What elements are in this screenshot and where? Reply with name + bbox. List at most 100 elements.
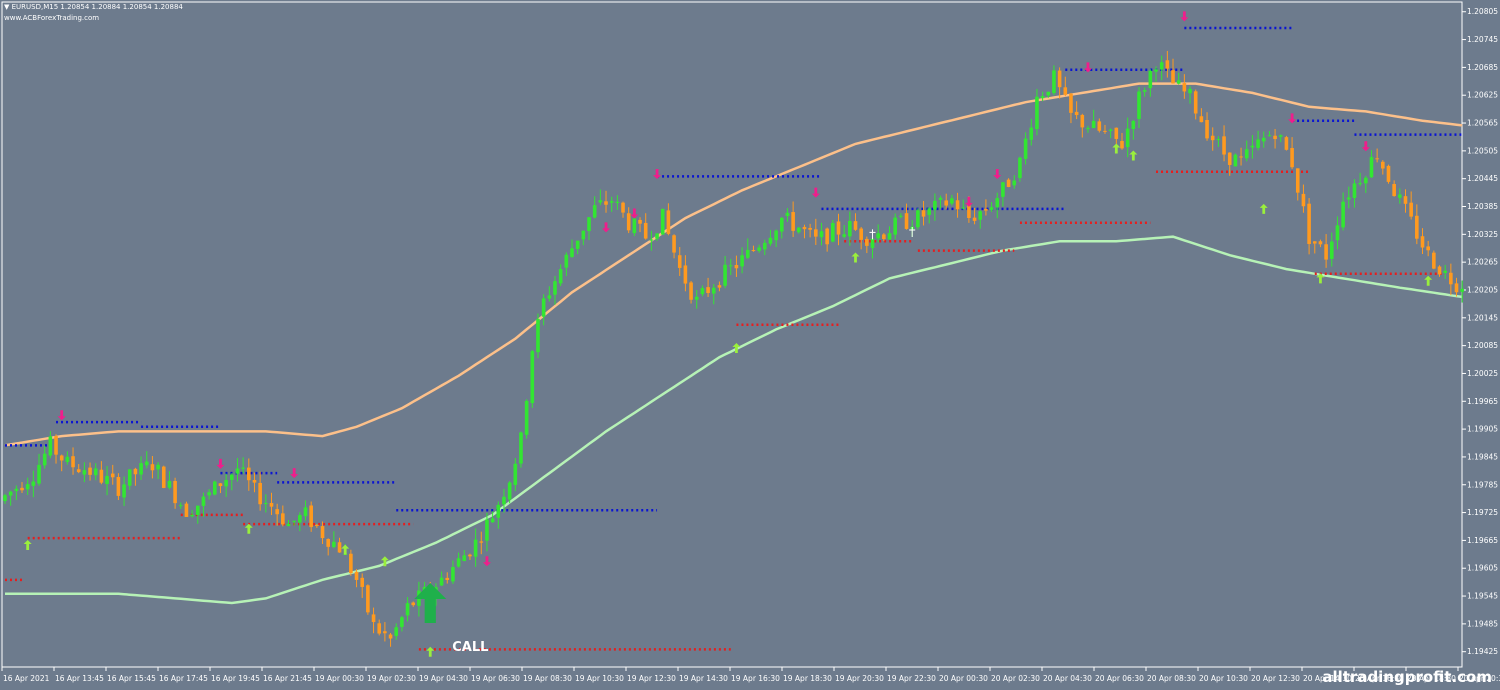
bull-candle — [587, 217, 591, 232]
bull-candle — [1250, 145, 1255, 148]
y-tick-label: 1.20745 — [1467, 35, 1498, 44]
bull-candle — [1244, 149, 1249, 159]
bull-candle — [558, 269, 563, 284]
bull-candle — [1012, 180, 1017, 186]
watermark: alltradingprofit.com — [1322, 668, 1492, 686]
bear-candle — [751, 250, 756, 252]
buy-signal-arrow-icon — [1259, 203, 1268, 214]
bull-candle — [938, 197, 943, 200]
sell-signal-arrow-icon — [630, 208, 639, 219]
bull-candle — [1278, 135, 1283, 137]
bear-candle — [734, 264, 739, 269]
bull-candle — [292, 520, 296, 522]
x-tick-label: 20 Apr 10:30 — [1199, 674, 1248, 683]
bull-candle — [933, 200, 937, 210]
bull-candle — [950, 198, 954, 204]
chart-header-site: www.ACBForexTrading.com — [4, 14, 100, 22]
sell-signal-arrow-icon — [482, 556, 491, 567]
bull-candle — [230, 474, 234, 480]
bear-candle — [1114, 127, 1119, 139]
bear-candle — [1227, 152, 1232, 165]
bull-candle — [893, 217, 897, 235]
bear-candle — [173, 480, 177, 504]
bull-candle — [1052, 70, 1056, 94]
bear-candle — [349, 553, 353, 574]
bear-candle — [814, 229, 818, 237]
x-tick-label: 16 Apr 19:45 — [211, 674, 260, 683]
bear-candle — [1454, 283, 1459, 293]
bull-candle — [8, 491, 13, 496]
x-tick-label: 20 Apr 14:30 — [1303, 674, 1352, 683]
bear-candle — [1239, 156, 1243, 158]
bull-candle — [1216, 139, 1221, 141]
buy-signal-arrow-icon — [426, 646, 435, 657]
bull-candle — [264, 502, 268, 504]
bear-candle — [1057, 70, 1062, 88]
bear-candle — [218, 483, 223, 487]
bull-candle — [519, 432, 523, 464]
bull-candle — [224, 480, 228, 487]
bull-candle — [1460, 288, 1464, 292]
bear-candle — [1295, 168, 1300, 193]
bull-candle — [870, 238, 875, 248]
bull-candle — [1148, 70, 1153, 89]
bull-candle — [598, 200, 603, 203]
bear-candle — [1307, 203, 1311, 244]
bear-candle — [71, 456, 75, 468]
bull-candle — [842, 234, 846, 237]
x-tick-label: 20 Apr 04:30 — [1043, 674, 1092, 683]
bull-candle — [332, 541, 336, 548]
bull-candle — [507, 482, 512, 500]
bull-candle — [1131, 121, 1136, 129]
sell-signal-arrow-icon — [811, 187, 820, 198]
bull-candle — [490, 518, 495, 523]
bear-candle — [360, 577, 365, 587]
y-tick-label: 1.20265 — [1467, 258, 1498, 267]
bear-candle — [252, 479, 257, 483]
bear-candle — [944, 200, 949, 206]
bear-candle — [326, 539, 330, 547]
y-tick-label: 1.19725 — [1467, 508, 1498, 517]
bear-candle — [269, 502, 274, 507]
bear-candle — [791, 212, 795, 231]
bull-candle — [298, 515, 302, 523]
buy-signal-arrow-icon — [23, 540, 32, 551]
bear-candle — [904, 213, 909, 229]
bull-candle — [1018, 157, 1022, 179]
bear-candle — [621, 202, 625, 213]
bear-candle — [1392, 184, 1396, 197]
bear-candle — [275, 509, 279, 515]
x-tick-label: 20 Apr 00:30 — [939, 674, 988, 683]
bear-candle — [1318, 241, 1323, 245]
bull-candle — [1142, 90, 1147, 92]
buy-signal-arrow-icon — [1112, 143, 1121, 154]
bear-candle — [1063, 87, 1068, 95]
bear-candle — [836, 221, 841, 235]
bear-candle — [626, 213, 631, 231]
bull-candle — [1398, 194, 1402, 198]
sell-signal-arrow-icon — [57, 410, 66, 421]
buy-signal-arrow-icon — [851, 252, 860, 263]
bull-candle — [303, 507, 308, 517]
bear-candle — [1097, 121, 1102, 131]
bull-candle — [989, 207, 994, 210]
bull-candle — [745, 249, 750, 258]
x-tick-label: 16 Apr 13:45 — [55, 674, 104, 683]
bull-candle — [1329, 241, 1334, 259]
y-tick-label: 1.19665 — [1467, 536, 1498, 545]
bear-candle — [371, 614, 376, 623]
x-tick-label: 20 Apr 06:30 — [1095, 674, 1144, 683]
sell-signal-arrow-icon — [602, 222, 611, 233]
bull-candle — [451, 567, 455, 582]
y-tick-label: 1.20325 — [1467, 230, 1498, 239]
buy-signal-arrow-icon — [380, 556, 389, 567]
bear-candle — [1432, 252, 1436, 269]
x-tick-label: 20 Apr 12:30 — [1251, 674, 1300, 683]
bull-candle — [1443, 270, 1447, 273]
header-dropdown-icon[interactable]: ▼ — [4, 3, 10, 11]
bull-candle — [1256, 139, 1260, 148]
bear-candle — [20, 487, 24, 491]
bear-candle — [1290, 148, 1294, 168]
bear-candle — [1205, 119, 1209, 139]
